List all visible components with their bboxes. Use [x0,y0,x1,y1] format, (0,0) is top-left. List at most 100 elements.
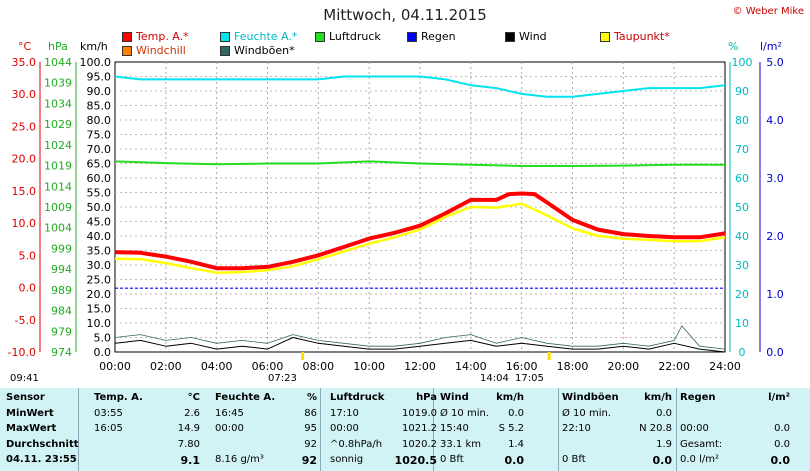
temp-tick-label: -5.0 [15,314,36,327]
press-tick-label: 1009 [44,201,72,214]
table-cell: 04.11. 23:55 [6,454,77,465]
x-tick-label: 02:00 [150,360,182,373]
legend-label: Regen [421,30,456,43]
rain-tick-label: 0.0 [766,346,784,359]
press-tick-label: 994 [51,263,72,276]
legend-label: Windchill [136,44,186,57]
hum-tick-label: 50 [735,201,749,214]
legend-label: Luftdruck [329,30,381,43]
table-header-cell: hPa [416,392,437,403]
legend-swatch [122,45,132,56]
x-tick-label: 06:00 [252,360,284,373]
press-tick-label: 1044 [44,56,72,69]
sun-marker [301,352,305,360]
table-header-cell: Temp. A. [94,392,143,403]
press-tick-label: 1029 [44,118,72,131]
table-header-cell: Feuchte A. [215,392,276,403]
table-divider [676,388,677,471]
stats-table: Sensor Temp. A. °C Feuchte A.% Luftdruck hPa W… [0,388,810,471]
table-cell: 86 [304,407,317,419]
table-header-cell: Windböen [562,392,619,403]
x-tick-label: 20:00 [607,360,639,373]
table-divider [78,388,79,471]
wind-tick-label: 25.0 [87,274,112,287]
wind-tick-label: 40.0 [87,230,112,243]
wind-unit: km/h [80,40,108,53]
table-cell: 0.0 [504,454,525,467]
legend-item: Temp. A.* [122,30,189,43]
table-cell: 92 [301,454,317,467]
wind-tick-label: 0.0 [94,346,112,359]
temp-tick-label: 30.0 [12,88,37,101]
chart-title: Mittwoch, 04.11.2015 [323,6,487,24]
table-cell: 0.0 [656,407,672,419]
table-cell: Gesamt: [680,438,723,450]
wind-tick-label: 60.0 [87,172,112,185]
x-tick-label: 12:00 [404,360,436,373]
wind-tick-label: 45.0 [87,216,112,229]
hum-tick-label: 40 [735,230,749,243]
table-cell: 1.4 [508,438,524,450]
legend-swatch [220,45,230,56]
wind-tick-label: 15.0 [87,303,112,316]
series-line [114,191,726,271]
hum-tick-label: 70 [735,143,749,156]
table-cell: 1.9 [656,438,672,450]
table-cell: 15:40 [440,423,469,434]
legend-item: Feuchte A.* [220,30,297,43]
wind-tick-label: 80.0 [87,114,112,127]
series-line [114,160,725,167]
hum-tick-label: 100 [732,56,753,69]
legend-swatch [600,31,610,42]
legend-item: Windböen* [220,44,295,57]
press-tick-label: 984 [51,305,72,318]
hum-tick-label: 10 [735,317,749,330]
series-line [114,325,726,350]
temp-tick-label: 15.0 [12,185,37,198]
table-cell: N 20.8 [639,423,672,434]
press-tick-label: 1019 [44,160,72,173]
table-cell: 33.1 km [440,438,481,450]
press-tick-label: 1024 [44,139,72,152]
table-cell: sonnig [330,454,364,465]
table-cell: 92 [304,438,317,450]
table-header-cell: km/h [644,392,672,403]
table-cell: 14.9 [177,423,200,434]
series-line [114,202,726,274]
table-cell: 7.80 [177,438,200,450]
wind-tick-label: 5.0 [94,332,112,345]
wind-tick-label: 70.0 [87,143,112,156]
wind-tick-label: 55.0 [87,187,112,200]
legend-swatch [220,31,230,42]
wind-tick-label: 75.0 [87,129,112,142]
x-tick-label: 18:00 [557,360,589,373]
table-cell: 03:55 [94,407,123,419]
table-cell: S 5.2 [498,423,524,434]
table-cell: 0.0 l/m² [680,454,719,465]
table-header-cell: l/m² [768,392,790,403]
grid [115,62,725,352]
table-cell: 22:10 [562,423,591,434]
series-line [114,75,726,98]
press-tick-label: 989 [51,284,72,297]
table-cell: 0.0 [652,454,673,467]
temp-tick-label: 10.0 [12,217,37,230]
wind-tick-label: 20.0 [87,288,112,301]
hum-tick-label: 20 [735,288,749,301]
x-tick-label: 24:00 [709,360,741,373]
table-cell: 0 Bft [562,454,586,465]
press-tick-label: 1004 [44,222,72,235]
rain-tick-label: 4.0 [766,114,784,127]
table-divider [433,388,434,471]
table-cell: 16:05 [94,423,123,434]
table-cell: 00:00 [215,423,244,434]
table-cell: 16:45 [215,407,244,419]
x-tick-label: 14:00 [455,360,487,373]
press-tick-label: 979 [51,325,72,338]
legend-label: Wind [519,30,547,43]
table-header-cell: % [306,392,317,403]
x-tick-label: 04:00 [201,360,233,373]
hum-tick-label: 30 [735,259,749,272]
legend-item: Windchill [122,44,186,57]
table-cell: 00:00 [330,423,359,434]
